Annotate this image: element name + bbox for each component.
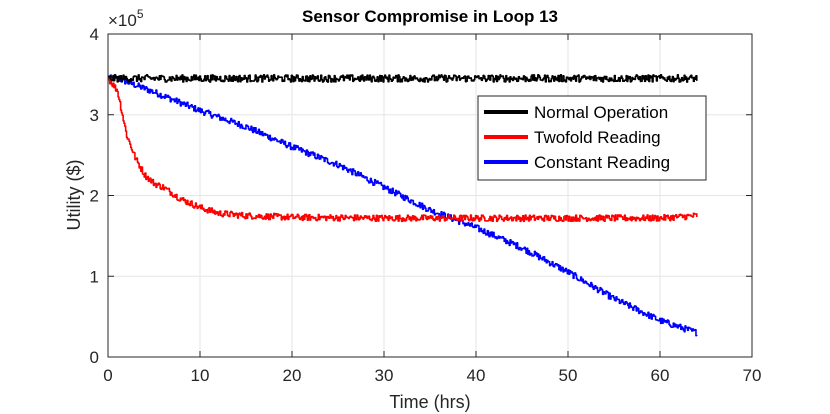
x-tick-label: 0	[103, 366, 112, 385]
x-tick-label: 10	[191, 366, 210, 385]
x-tick-label: 20	[283, 366, 302, 385]
y-tick-label: 3	[90, 106, 99, 125]
chart-title: Sensor Compromise in Loop 13	[302, 7, 558, 26]
legend: Normal Operation Twofold Reading Constant …	[477, 95, 707, 181]
legend-label: Normal Operation	[534, 103, 668, 122]
axis-tick-labels: 0 10 20 30 40 50 60 70 0 1 2 3 4	[90, 25, 762, 385]
x-tick-label: 50	[559, 366, 578, 385]
y-scale-factor: ×105	[108, 7, 144, 30]
legend-label: Constant Reading	[534, 153, 670, 172]
x-tick-label: 40	[467, 366, 486, 385]
series-layer	[108, 74, 698, 337]
x-tick-label: 30	[375, 366, 394, 385]
x-tick-label: 70	[743, 366, 762, 385]
y-tick-label: 0	[90, 348, 99, 367]
y-tick-label: 1	[90, 267, 99, 286]
y-scale-base: ×10	[108, 11, 137, 30]
axis-ticks	[107, 33, 753, 358]
legend-label: Twofold Reading	[534, 128, 661, 147]
y-tick-label: 2	[90, 187, 99, 206]
grid-lines	[107, 33, 753, 358]
y-tick-label: 4	[90, 25, 99, 44]
series-line-0	[108, 74, 698, 83]
y-axis-label: Utility ($)	[64, 160, 84, 231]
x-tick-label: 60	[651, 366, 670, 385]
x-axis-label: Time (hrs)	[389, 392, 470, 412]
series-line-2	[108, 74, 698, 337]
y-scale-exponent: 5	[137, 7, 144, 21]
series-line-1	[108, 77, 698, 223]
